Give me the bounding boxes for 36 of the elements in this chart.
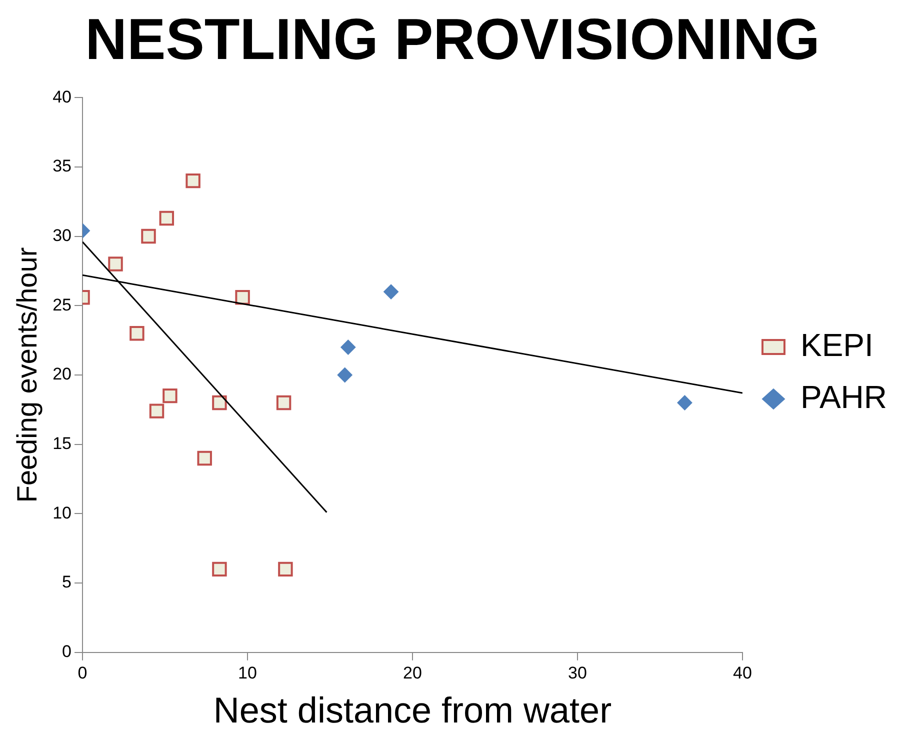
point (235, 290, 250, 305)
x-tick-label: 30 (568, 663, 587, 682)
y-tick-label: 25 (52, 295, 72, 314)
y-tick-label: 15 (52, 434, 72, 454)
y-tick-label: 20 (52, 364, 72, 384)
y-tick-label: 0 (62, 642, 72, 662)
point (677, 395, 692, 410)
point (130, 326, 144, 341)
y-tick-label: 35 (52, 156, 72, 176)
y-tick-label: 10 (52, 503, 72, 522)
x-tick-label: 0 (78, 663, 88, 682)
point (278, 562, 293, 577)
point (159, 210, 174, 226)
x-tick-label: 40 (733, 663, 752, 682)
point (162, 388, 178, 404)
point (340, 340, 356, 355)
point (186, 173, 200, 188)
chart-title: NESTLING PROVISIONING (85, 6, 820, 72)
legend-label: KEPI (800, 326, 874, 363)
point (108, 256, 123, 272)
point (276, 395, 292, 410)
point (384, 284, 399, 300)
x-tick-label: 20 (403, 663, 422, 682)
point (337, 368, 352, 382)
y-tick-label: 40 (52, 87, 72, 106)
y-tick-label: 30 (52, 226, 72, 245)
point (141, 228, 156, 244)
point (197, 450, 212, 466)
point (212, 395, 227, 410)
y-axis-title: Feeding events/hour (12, 247, 43, 503)
x-axis-title: Nest distance from water (213, 689, 612, 730)
y-tick-label: 5 (62, 572, 72, 592)
legend-label: PAHR (800, 378, 887, 415)
point (212, 562, 227, 577)
x-tick-label: 10 (238, 663, 257, 682)
point (149, 404, 164, 418)
